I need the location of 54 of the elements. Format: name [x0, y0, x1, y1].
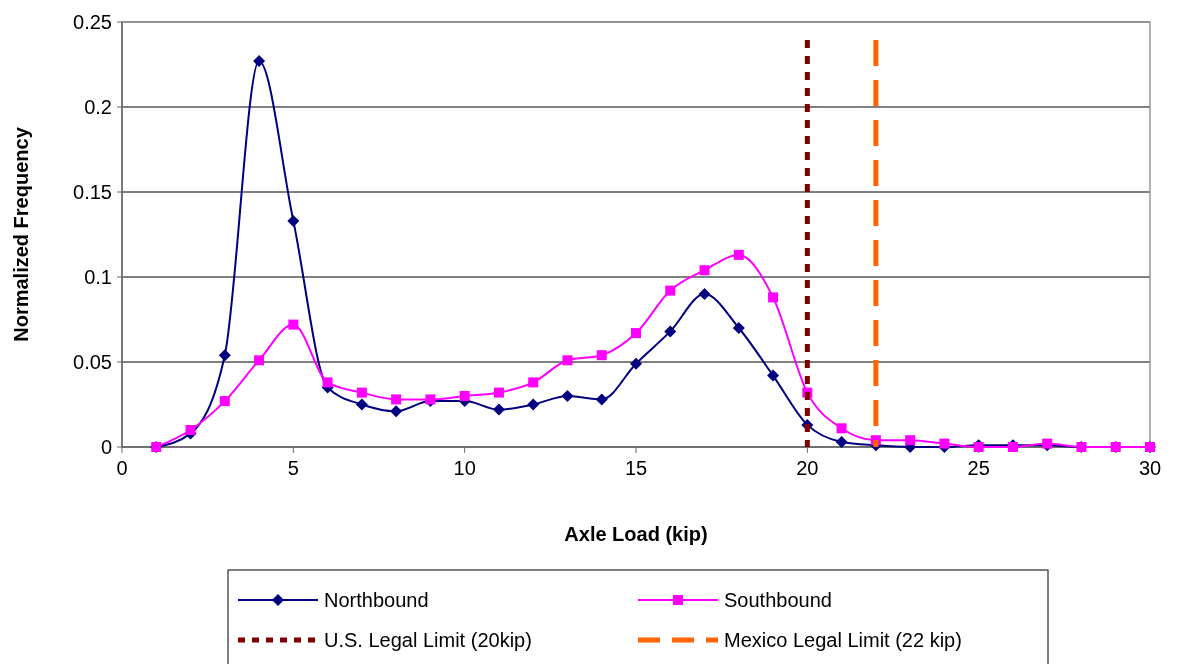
point — [391, 394, 402, 405]
point — [253, 55, 266, 68]
x-tick-label: 20 — [796, 457, 819, 479]
point — [390, 405, 403, 418]
point — [287, 214, 300, 227]
x-tick-label: 5 — [287, 457, 299, 479]
x-tick-label: 10 — [453, 457, 476, 479]
point — [254, 355, 265, 366]
point — [219, 396, 230, 407]
point — [218, 349, 231, 362]
y-axis-title: Normalized Frequency — [10, 126, 32, 342]
x-tick-label: 30 — [1138, 457, 1162, 479]
x-tick-label: 25 — [967, 457, 990, 479]
y-tick-label: 0.15 — [73, 181, 112, 203]
point — [355, 398, 368, 411]
point — [562, 355, 573, 366]
legend-label: Southbound — [724, 589, 832, 611]
point — [527, 398, 540, 411]
point — [905, 435, 916, 446]
point — [322, 377, 333, 388]
point — [561, 390, 574, 402]
y-tick-label: 0 — [100, 436, 112, 458]
point — [185, 425, 196, 435]
point — [835, 435, 848, 448]
point — [732, 322, 745, 334]
point — [767, 369, 780, 382]
x-tick-label: 15 — [624, 457, 648, 479]
point — [699, 265, 710, 276]
point — [664, 325, 677, 338]
point — [596, 350, 607, 361]
y-tick-label: 0.25 — [73, 11, 112, 33]
x-axis-title: Axle Load (kip) — [564, 523, 708, 545]
point — [493, 387, 504, 398]
legend-label: Mexico Legal Limit (22 kip) — [724, 629, 962, 651]
legend-label: U.S. Legal Limit (20kip) — [324, 629, 532, 651]
point — [356, 387, 367, 398]
point — [836, 423, 847, 434]
point — [528, 377, 539, 388]
point — [492, 403, 505, 416]
point — [459, 391, 470, 401]
point — [733, 249, 744, 260]
point — [698, 288, 711, 300]
point — [631, 328, 641, 339]
point — [288, 319, 299, 330]
point — [939, 438, 950, 449]
y-tick-label: 0.1 — [84, 266, 112, 288]
y-tick-label: 0.05 — [73, 351, 112, 373]
x-tick-label: 0 — [116, 457, 128, 479]
point — [768, 292, 779, 303]
legend-label: Northbound — [324, 589, 429, 611]
point — [630, 357, 642, 370]
point — [665, 285, 676, 296]
point — [595, 393, 608, 406]
y-tick-label: 0.2 — [84, 96, 112, 118]
